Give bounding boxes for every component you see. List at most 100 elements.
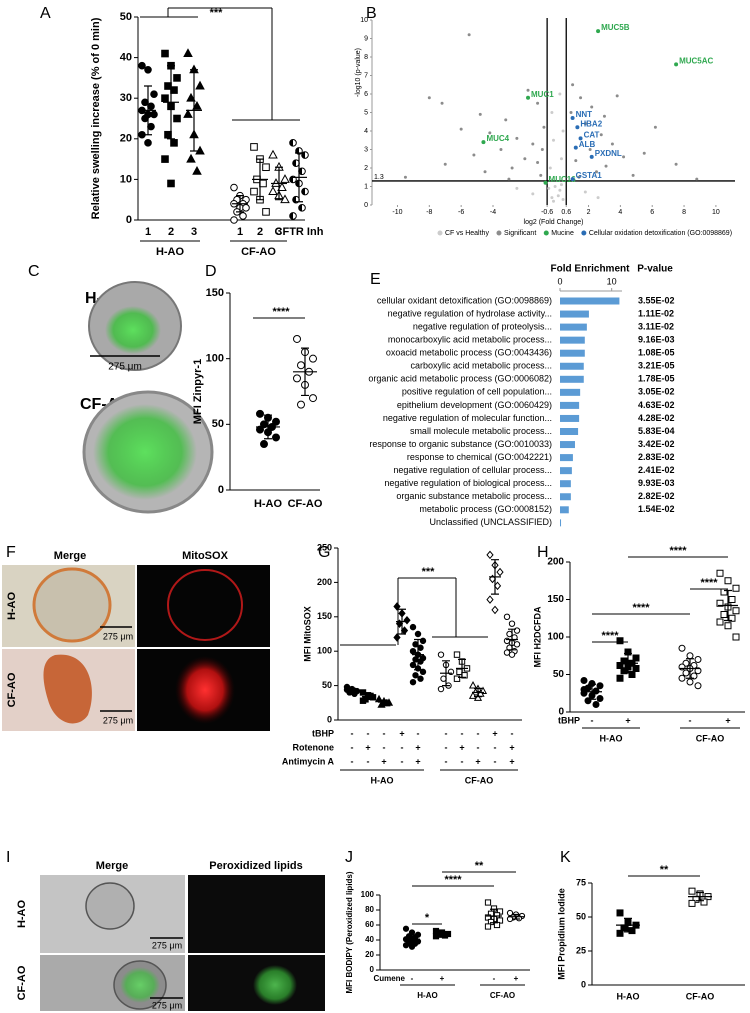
condition-sign: +: [399, 728, 404, 738]
row-label: response to organic substance (GO:001003…: [369, 439, 552, 449]
data-point: [297, 361, 305, 370]
condition-sign: +: [459, 742, 464, 752]
p-value: 3.21E-05: [638, 361, 675, 371]
group-label: CF-AO: [241, 246, 276, 258]
y-tick-label: 40: [120, 52, 132, 64]
data-point: [272, 417, 280, 426]
error-bar: [686, 658, 694, 679]
data-point: [631, 173, 635, 177]
error-bar: [696, 891, 704, 902]
bar: [560, 519, 562, 527]
data-point: [616, 637, 624, 645]
y-tick-label: 0: [218, 484, 224, 496]
data-point: [503, 613, 511, 620]
condition-sign: -: [445, 756, 448, 766]
y-tick-label: 0: [370, 965, 375, 974]
panel-letter: H: [537, 544, 549, 561]
condition-sign: -: [445, 728, 448, 738]
y-tick-label: 5: [364, 109, 368, 116]
data-point: [412, 641, 419, 648]
data-point: [570, 177, 575, 182]
condition-sign: -: [351, 728, 354, 738]
data-point: [292, 159, 300, 167]
x-tick-label: H-AO: [617, 991, 640, 1001]
data-point: [542, 125, 546, 129]
data-point: [173, 114, 181, 123]
data-point: [548, 166, 552, 170]
p-value: 9.93E-03: [638, 478, 675, 488]
data-point: [686, 678, 694, 686]
y-tick-label: 9: [364, 35, 368, 42]
data-point: [409, 661, 417, 669]
data-point: [486, 550, 494, 560]
data-point: [553, 185, 557, 188]
organoid: [43, 654, 92, 724]
data-point: [484, 899, 492, 906]
condition-sign: -: [494, 742, 497, 752]
scale-label: 275 μm: [103, 631, 133, 641]
error-bar: [474, 687, 482, 698]
data-point: [602, 114, 606, 118]
error-bar: [408, 934, 416, 945]
data-point: [580, 686, 588, 693]
condition-sign: +: [365, 742, 370, 752]
column-header: Fold Enrichment: [551, 264, 631, 275]
data-point: [239, 212, 247, 220]
data-point: [526, 95, 531, 100]
data-point: [610, 142, 614, 146]
data-point: [402, 942, 410, 949]
data-point: [298, 204, 306, 212]
condition-sign: +: [509, 742, 514, 752]
data-point: [724, 577, 732, 585]
point-label: GSTA1: [576, 171, 603, 180]
data-point: [403, 175, 407, 179]
data-point: [571, 83, 575, 87]
bar: [560, 428, 579, 435]
fluorescence: [175, 656, 235, 724]
data-point: [686, 652, 694, 660]
significance-label: *: [425, 912, 430, 924]
y-axis-label: MFI BODIPY (Peroxidized lipids): [345, 871, 354, 993]
legend-marker: [581, 230, 587, 236]
row-label: epithelium development (GO:0060429): [397, 400, 552, 410]
p-value: 5.83E-04: [638, 426, 675, 436]
data-point: [682, 669, 690, 677]
data-point: [561, 129, 565, 133]
condition-sign: +: [625, 715, 630, 725]
x-tick-label: 3: [276, 226, 282, 238]
bar: [560, 336, 585, 344]
bar: [560, 454, 573, 462]
data-point: [309, 354, 317, 363]
micrograph-f: Merge MitoSOX 275 μm 275 μm: [2, 550, 270, 731]
data-point: [417, 658, 424, 665]
error-bar: [301, 347, 309, 397]
y-tick-label: 200: [547, 557, 564, 568]
p-value: 2.82E-02: [638, 491, 675, 501]
data-point: [678, 644, 686, 652]
scale-label: 275 μm: [103, 715, 133, 725]
y-tick-label: 150: [547, 594, 564, 605]
image-bg: [137, 565, 270, 647]
data-point: [412, 672, 419, 679]
x-tick-label: -4: [490, 209, 496, 216]
data-point: [694, 656, 702, 663]
condition-sign: +: [381, 756, 386, 766]
fluorescence: [93, 404, 197, 500]
error-bar: [295, 152, 303, 203]
data-point: [716, 569, 724, 577]
data-point: [561, 197, 565, 201]
condition-sign: +: [492, 728, 497, 738]
panel-letter: F: [6, 544, 16, 561]
significance-label: ****: [444, 874, 462, 886]
data-point: [531, 192, 535, 196]
x-tick-label: 2: [257, 226, 263, 238]
data-point: [523, 157, 527, 161]
data-point: [473, 693, 483, 701]
error-bar: [348, 687, 356, 695]
data-point: [443, 162, 447, 166]
panel-letter: I: [6, 849, 10, 866]
y-tick-label: 100: [206, 353, 224, 365]
bar: [560, 441, 575, 449]
p-value: 1.78E-05: [638, 374, 675, 384]
legend-label: Cellular oxidation detoxification (GO:00…: [589, 230, 732, 237]
